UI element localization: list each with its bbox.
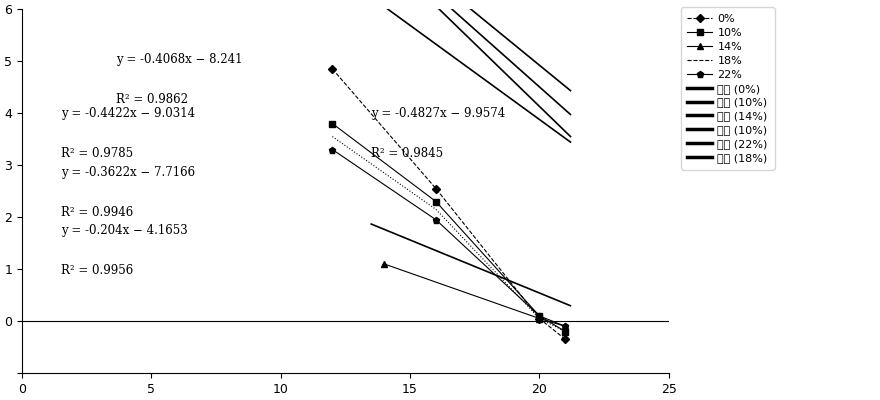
Text: R² = 0.9946: R² = 0.9946 — [61, 206, 133, 219]
Text: R² = 0.9785: R² = 0.9785 — [61, 148, 133, 160]
Text: R² = 0.9845: R² = 0.9845 — [371, 148, 444, 160]
Text: y = -0.3622x − 7.7166: y = -0.3622x − 7.7166 — [61, 166, 194, 179]
Text: y = -0.4068x − 8.241: y = -0.4068x − 8.241 — [115, 53, 242, 66]
Text: R² = 0.9956: R² = 0.9956 — [61, 264, 133, 277]
Legend: 0%, 10%, 14%, 18%, 22%, 线性 (0%), 线性 (10%), 线性 (14%), 线性 (10%), 线性 (22%), 线性 (18%: 0%, 10%, 14%, 18%, 22%, 线性 (0%), 线性 (10%… — [681, 8, 774, 170]
Text: y = -0.4422x − 9.0314: y = -0.4422x − 9.0314 — [61, 108, 194, 120]
Text: y = -0.204x − 4.1653: y = -0.204x − 4.1653 — [61, 224, 187, 237]
Text: R² = 0.9862: R² = 0.9862 — [115, 93, 187, 106]
Text: y = -0.4827x − 9.9574: y = -0.4827x − 9.9574 — [371, 108, 505, 120]
